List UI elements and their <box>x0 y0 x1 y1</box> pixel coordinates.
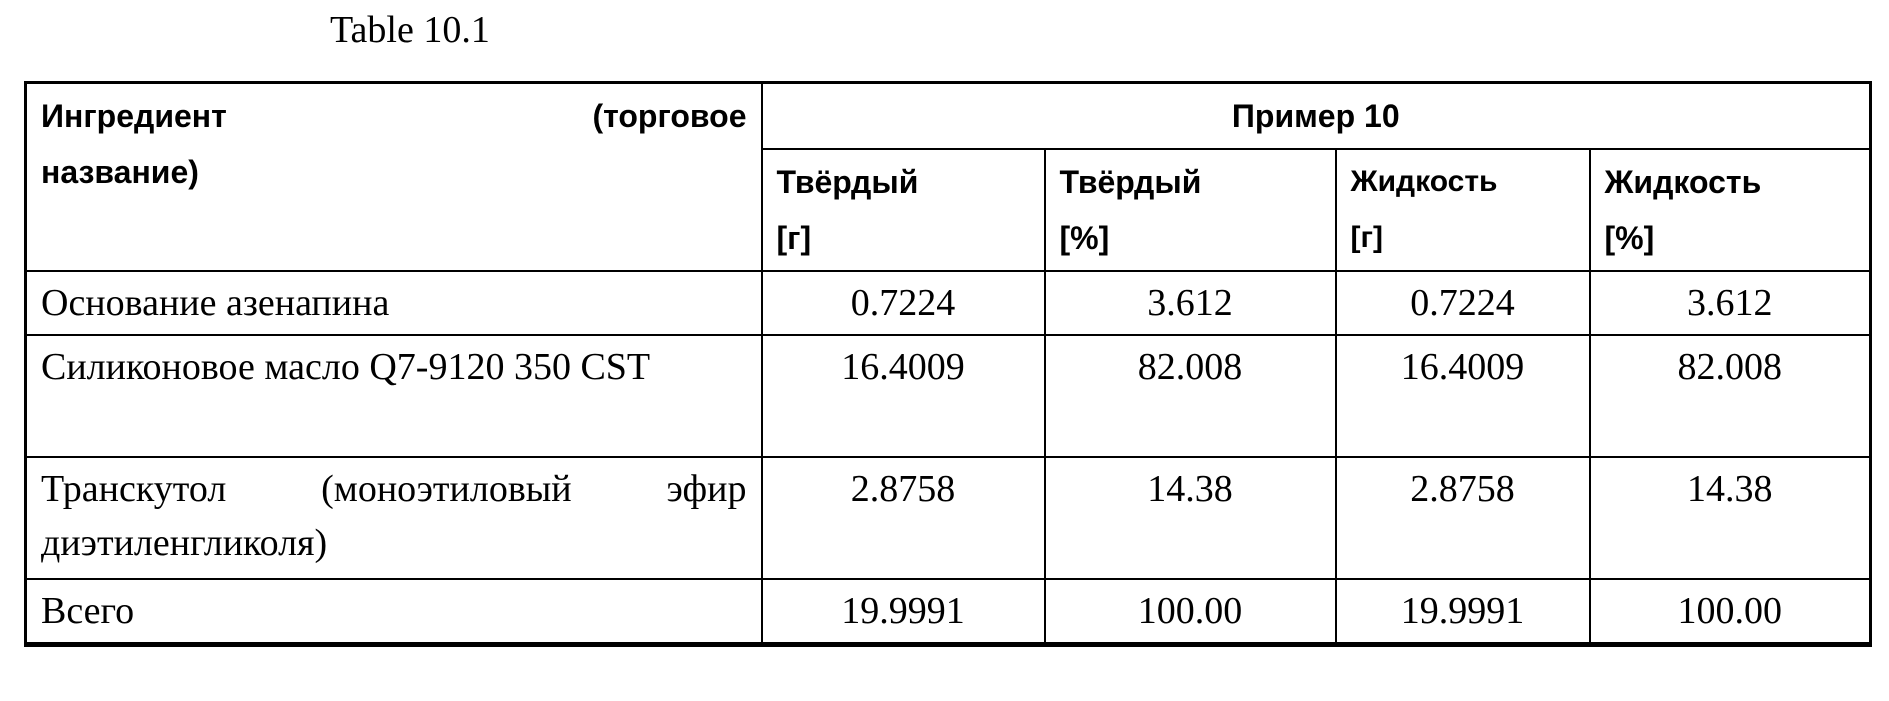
table-row: Всего 19.9991 100.00 19.9991 100.00 <box>26 579 1871 645</box>
value-cell: 2.8758 <box>762 457 1045 579</box>
value-cell: 100.00 <box>1045 579 1336 645</box>
value-cell: 16.4009 <box>1336 335 1590 457</box>
value-cell: 2.8758 <box>1336 457 1590 579</box>
value-cell: 82.008 <box>1045 335 1336 457</box>
table-row: Основание азенапина 0.7224 3.612 0.7224 … <box>26 271 1871 335</box>
ingredient-header-word: Ингредиент <box>41 88 227 144</box>
ingredient-header-word: (торговое <box>592 88 746 144</box>
ingredient-cell: Всего <box>26 579 762 645</box>
column-header: Жидкость[%] <box>1590 149 1871 271</box>
value-cell: 3.612 <box>1045 271 1336 335</box>
ingredient-cell: Основание азенапина <box>26 271 762 335</box>
table-row: Транскутол (моноэтиловый эфир диэтиленгл… <box>26 457 1871 579</box>
ingredient-cell: Силиконовое масло Q7-9120 350 CST <box>26 335 762 457</box>
ingredients-table: Ингредиент (торговое название) Пример 10… <box>24 81 1872 647</box>
value-cell: 3.612 <box>1590 271 1871 335</box>
value-cell: 16.4009 <box>762 335 1045 457</box>
value-cell: 19.9991 <box>762 579 1045 645</box>
table-caption: Table 10.1 <box>330 8 490 52</box>
value-cell: 100.00 <box>1590 579 1871 645</box>
ingredient-header-word: название) <box>41 144 747 200</box>
value-cell: 0.7224 <box>762 271 1045 335</box>
value-cell: 19.9991 <box>1336 579 1590 645</box>
column-header: Жидкость[г] <box>1336 149 1590 271</box>
table-row: Силиконовое масло Q7-9120 350 CST 16.400… <box>26 335 1871 457</box>
ingredient-header: Ингредиент (торговое название) <box>26 83 762 272</box>
value-cell: 14.38 <box>1045 457 1336 579</box>
value-cell: 0.7224 <box>1336 271 1590 335</box>
group-header: Пример 10 <box>762 83 1871 150</box>
column-header: Твёрдый[%] <box>1045 149 1336 271</box>
value-cell: 14.38 <box>1590 457 1871 579</box>
value-cell: 82.008 <box>1590 335 1871 457</box>
ingredient-cell: Транскутол (моноэтиловый эфир диэтиленгл… <box>26 457 762 579</box>
column-header: Твёрдый[г] <box>762 149 1045 271</box>
